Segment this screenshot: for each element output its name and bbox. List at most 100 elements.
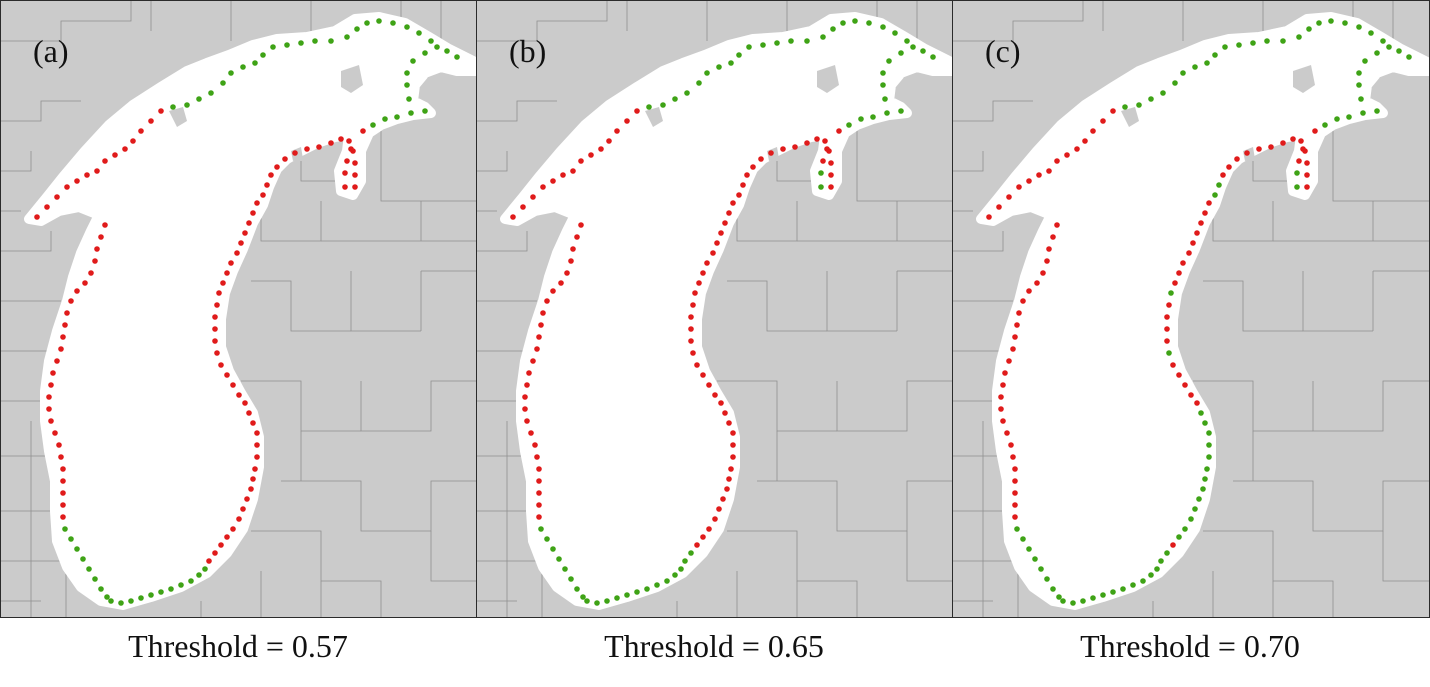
shore-marker bbox=[578, 158, 584, 164]
shore-marker bbox=[530, 358, 536, 364]
shore-marker bbox=[996, 204, 1002, 210]
shore-marker bbox=[60, 334, 66, 340]
washington-island bbox=[1121, 107, 1139, 127]
county-line bbox=[1, 100, 81, 122]
shore-marker bbox=[1154, 566, 1160, 572]
shore-marker bbox=[522, 406, 528, 412]
shore-marker bbox=[344, 34, 350, 40]
shore-marker bbox=[250, 420, 256, 426]
shore-marker bbox=[1206, 200, 1212, 206]
shore-marker bbox=[550, 288, 556, 294]
shore-marker bbox=[1202, 420, 1208, 426]
shore-marker bbox=[434, 44, 440, 50]
shore-marker bbox=[1176, 534, 1182, 540]
shore-marker bbox=[1070, 600, 1076, 606]
washington-island bbox=[169, 107, 187, 127]
shore-marker bbox=[184, 102, 190, 108]
shore-marker bbox=[1054, 158, 1060, 164]
shore-marker bbox=[788, 38, 794, 44]
shore-marker bbox=[244, 496, 250, 502]
shore-marker bbox=[706, 382, 712, 388]
shore-marker bbox=[1198, 410, 1204, 416]
shore-marker bbox=[250, 210, 256, 216]
map-panel-c: (c) bbox=[952, 0, 1430, 618]
shore-marker bbox=[86, 566, 92, 572]
shore-marker bbox=[604, 598, 610, 604]
shore-marker bbox=[1038, 566, 1044, 572]
county-line bbox=[717, 380, 837, 432]
shore-marker bbox=[54, 194, 60, 200]
county-line bbox=[736, 201, 798, 242]
shore-marker bbox=[690, 302, 696, 308]
shore-marker bbox=[118, 600, 124, 606]
shore-marker bbox=[1164, 338, 1170, 344]
shore-marker bbox=[1346, 114, 1352, 120]
shore-marker bbox=[1010, 454, 1016, 460]
shore-marker bbox=[1036, 172, 1042, 178]
shore-marker bbox=[1014, 526, 1020, 532]
shore-marker bbox=[50, 370, 56, 376]
shore-marker bbox=[206, 558, 212, 564]
shore-marker bbox=[1046, 246, 1052, 252]
shore-marker bbox=[1250, 40, 1256, 46]
shore-marker bbox=[614, 128, 620, 134]
county-line bbox=[953, 1, 1084, 42]
shore-marker bbox=[352, 160, 358, 166]
shore-marker bbox=[1176, 372, 1182, 378]
map-c bbox=[953, 1, 1429, 617]
shore-marker bbox=[688, 326, 694, 332]
shore-marker bbox=[690, 350, 696, 356]
shore-marker bbox=[1034, 280, 1040, 286]
shore-marker bbox=[1176, 270, 1182, 276]
shore-marker bbox=[44, 204, 50, 210]
shore-marker bbox=[304, 146, 310, 152]
county-line bbox=[281, 480, 476, 532]
shore-marker bbox=[614, 595, 620, 601]
shore-marker bbox=[524, 382, 530, 388]
shore-marker bbox=[540, 310, 546, 316]
shore-marker bbox=[212, 326, 218, 332]
shore-marker bbox=[1280, 38, 1286, 44]
shore-marker bbox=[216, 290, 222, 296]
shore-marker bbox=[60, 466, 66, 472]
shore-marker bbox=[532, 442, 538, 448]
map-panel-a: (a) bbox=[0, 0, 477, 618]
shore-marker bbox=[744, 172, 750, 178]
shore-marker bbox=[1304, 160, 1310, 166]
shore-marker bbox=[148, 118, 154, 124]
county-line bbox=[380, 121, 476, 202]
shore-marker bbox=[1328, 18, 1334, 24]
shore-marker bbox=[428, 38, 434, 44]
shore-marker bbox=[102, 158, 108, 164]
shore-marker bbox=[352, 184, 358, 190]
shore-marker bbox=[1006, 358, 1012, 364]
shore-marker bbox=[282, 156, 288, 162]
shore-marker bbox=[292, 150, 298, 156]
shore-marker bbox=[138, 595, 144, 601]
shore-marker bbox=[1356, 70, 1362, 76]
shore-marker bbox=[224, 534, 230, 540]
shore-marker bbox=[760, 42, 766, 48]
shore-marker bbox=[646, 104, 652, 110]
shore-marker bbox=[530, 194, 536, 200]
shore-marker bbox=[230, 382, 236, 388]
shore-marker bbox=[58, 454, 64, 460]
shore-marker bbox=[34, 214, 40, 220]
shore-marker bbox=[1172, 80, 1178, 86]
shore-marker bbox=[682, 558, 688, 564]
shore-marker bbox=[1360, 110, 1366, 116]
shore-marker bbox=[254, 430, 260, 436]
shore-marker bbox=[1406, 54, 1412, 60]
shore-marker bbox=[1196, 496, 1202, 502]
shore-marker bbox=[218, 362, 224, 368]
shore-marker bbox=[536, 478, 542, 484]
shore-marker bbox=[202, 566, 208, 572]
shore-marker bbox=[568, 576, 574, 582]
county-line bbox=[1382, 531, 1429, 582]
shore-marker bbox=[724, 486, 730, 492]
shore-marker bbox=[68, 298, 74, 304]
shore-marker bbox=[828, 184, 834, 190]
shore-marker bbox=[1170, 362, 1176, 368]
shore-marker bbox=[1148, 572, 1154, 578]
shore-marker bbox=[344, 158, 350, 164]
